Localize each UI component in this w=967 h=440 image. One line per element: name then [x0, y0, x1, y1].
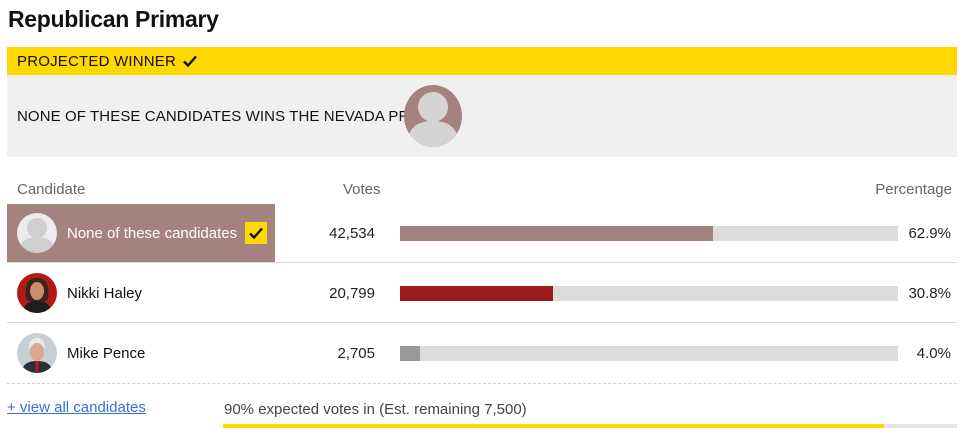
candidate-name: Mike Pence [67, 344, 146, 362]
winner-text: NONE OF THESE CANDIDATES WINS THE NEVADA… [17, 107, 458, 125]
column-header-percentage: Percentage [875, 181, 952, 198]
placeholder-avatar-icon [404, 85, 462, 147]
vote-bar [400, 346, 420, 361]
winner-check-icon [245, 222, 268, 244]
column-header-votes: Votes [343, 181, 381, 198]
candidate-cell: Mike Pence [7, 324, 275, 382]
row-divider [7, 383, 957, 384]
candidate-cell: Nikki Haley [7, 264, 275, 322]
winner-panel: NONE OF THESE CANDIDATES WINS THE NEVADA… [7, 75, 957, 157]
vote-percentage: 30.8% [908, 284, 951, 302]
placeholder-avatar-icon [17, 213, 57, 253]
view-all-candidates-link[interactable]: + view all candidates [7, 399, 146, 416]
candidate-cell: None of these candidates [7, 204, 275, 262]
vote-bar-track [400, 286, 898, 301]
row-divider [7, 262, 957, 263]
vote-bar [400, 286, 554, 301]
expected-votes-progress-fill [223, 424, 884, 428]
expected-votes-text: 90% expected votes in (Est. remaining 7,… [224, 401, 527, 418]
vote-bar-track [400, 346, 898, 361]
vote-count: 2,705 [337, 344, 375, 362]
page-title: Republican Primary [8, 6, 219, 32]
projected-winner-label: PROJECTED WINNER [17, 52, 177, 70]
expected-votes-progress [223, 424, 957, 428]
vote-bar-track [400, 226, 898, 241]
candidate-name: Nikki Haley [67, 284, 143, 302]
vote-bar [400, 226, 714, 241]
vote-percentage: 4.0% [916, 344, 951, 362]
table-row: Mike Pence 2,705 4.0% [7, 324, 957, 382]
table-row: None of these candidates 42,534 62.9% [7, 204, 957, 262]
table-row: Nikki Haley 20,799 30.8% [7, 264, 957, 322]
projected-winner-banner: PROJECTED WINNER [7, 47, 957, 75]
candidate-name: None of these candidates [67, 224, 238, 242]
vote-percentage: 62.9% [908, 224, 951, 242]
checkmark-icon [183, 55, 197, 68]
candidate-photo-haley [17, 273, 57, 313]
candidate-photo-pence [17, 333, 57, 373]
vote-count: 42,534 [329, 224, 375, 242]
row-divider [7, 322, 957, 323]
vote-count: 20,799 [329, 284, 375, 302]
column-header-candidate: Candidate [17, 181, 86, 198]
